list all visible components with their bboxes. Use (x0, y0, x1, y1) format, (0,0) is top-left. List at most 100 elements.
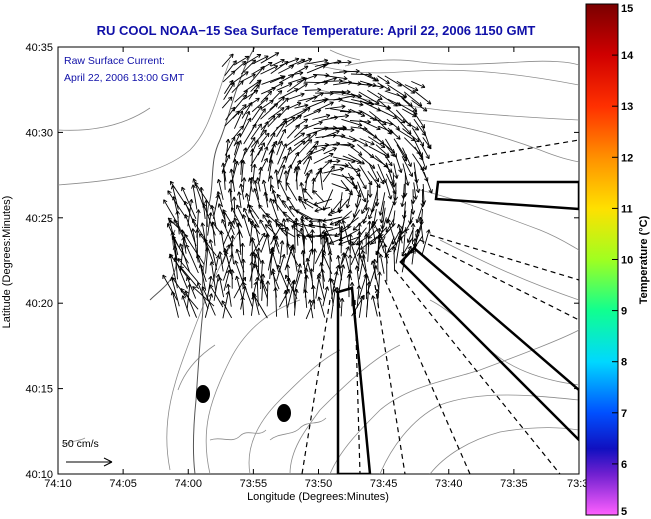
current-vector (339, 70, 360, 73)
current-vector-head (355, 241, 359, 245)
current-vector-head (196, 253, 201, 258)
current-vector-head (251, 137, 256, 140)
current-vector-head (246, 56, 250, 61)
current-vector-head (365, 290, 369, 295)
current-vector (377, 82, 391, 91)
current-vector (298, 195, 307, 210)
current-vector-head (232, 60, 237, 63)
current-vector-head (325, 113, 331, 116)
current-vector-head (327, 159, 332, 162)
current-vector-head (192, 184, 196, 189)
current-vector-head (244, 193, 247, 198)
colorbar-tick-label: 13 (621, 101, 633, 113)
current-vector (223, 169, 226, 190)
current-vector-head (332, 133, 337, 136)
current-vector-head (254, 277, 258, 282)
current-vector (347, 209, 361, 229)
current-vector-head (270, 175, 274, 180)
current-vector (248, 209, 260, 228)
current-vector-head (281, 128, 286, 132)
current-vector (346, 189, 352, 209)
current-vector-head (291, 65, 295, 70)
current-vector (253, 252, 260, 281)
current-vector-head (377, 234, 381, 239)
current-vector (353, 198, 362, 218)
current-vector (248, 177, 253, 201)
x-tick-label: 74:10 (44, 478, 72, 490)
current-vector-head (366, 273, 369, 278)
current-vector-head (397, 235, 401, 239)
current-vector (333, 61, 352, 64)
current-vector-head (385, 155, 390, 157)
current-vector-head (243, 177, 247, 182)
current-vector (241, 102, 253, 119)
current-vector-head (237, 110, 240, 116)
current-vector (261, 75, 285, 85)
current-vector-head (337, 59, 342, 62)
current-vector-head (257, 123, 262, 127)
current-vector (279, 74, 295, 83)
current-vector (180, 236, 185, 272)
current-vector (341, 118, 363, 127)
current-vector-head (242, 125, 244, 130)
current-vector-head (358, 285, 362, 290)
current-vector-head (310, 156, 312, 161)
current-vector (304, 59, 328, 65)
current-vector-head (208, 293, 212, 297)
current-vector-head (264, 121, 269, 125)
current-vector-head (262, 273, 266, 278)
current-vector (348, 154, 365, 165)
current-vector-head (410, 102, 413, 107)
current-vector (362, 250, 367, 272)
current-vector-head (325, 72, 330, 76)
current-vector-head (298, 195, 303, 199)
current-vector (250, 123, 262, 140)
current-vector (384, 143, 395, 157)
current-vector (240, 183, 245, 200)
current-vector-head (366, 240, 370, 245)
current-vector-head (309, 268, 312, 273)
current-vector (358, 91, 380, 105)
current-vector-head (343, 78, 348, 81)
current-vector (262, 214, 272, 228)
current-vector-head (285, 289, 289, 294)
current-vector (269, 198, 279, 220)
current-vector (348, 135, 368, 147)
current-vector (414, 146, 424, 161)
current-vector-head (167, 223, 172, 227)
current-vector-head (290, 164, 293, 169)
current-vector-head (228, 179, 232, 184)
current-vector (309, 299, 314, 319)
current-vector (225, 139, 229, 163)
current-vector (422, 126, 431, 149)
current-vector-head (408, 173, 413, 177)
current-vector (401, 192, 406, 207)
current-vector-head (329, 224, 334, 226)
current-vector-head (271, 250, 275, 255)
current-vector-head (288, 277, 291, 283)
current-vector-head (397, 125, 401, 130)
current-vector (419, 217, 424, 245)
current-vector (249, 204, 260, 220)
current-vector-head (308, 248, 313, 253)
current-vector-head (232, 254, 234, 259)
current-vector (342, 220, 350, 245)
current-vector-head (281, 140, 283, 146)
current-vector (331, 126, 347, 129)
current-vector (295, 209, 314, 220)
current-vector-head (230, 82, 235, 86)
current-vector-head (279, 113, 281, 118)
current-vector (322, 165, 335, 183)
current-vector-head (251, 176, 255, 181)
current-vector-head (230, 70, 236, 73)
current-vector-head (196, 254, 198, 259)
current-vector-head (168, 254, 171, 259)
current-vector (270, 59, 285, 67)
current-vector-head (243, 282, 247, 286)
current-vector-head (347, 80, 352, 83)
current-vector-head (225, 154, 230, 158)
current-vector-head (344, 163, 349, 166)
current-vector (401, 156, 413, 177)
current-vector-head (231, 196, 235, 201)
current-vector-head (251, 59, 256, 62)
